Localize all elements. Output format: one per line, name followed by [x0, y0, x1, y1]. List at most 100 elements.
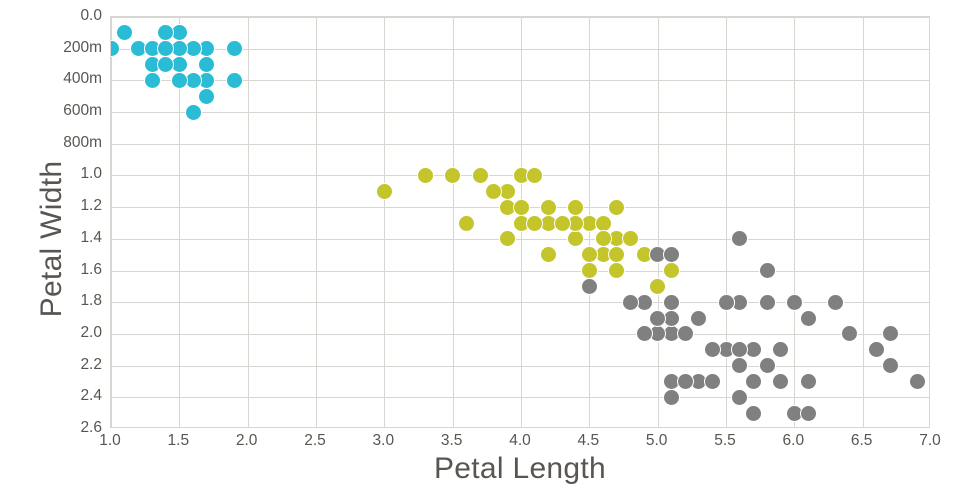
data-point: [744, 372, 762, 390]
data-point: [580, 246, 598, 264]
data-point: [157, 24, 175, 42]
data-point: [799, 404, 817, 422]
data-point: [840, 325, 858, 343]
data-point: [635, 325, 653, 343]
data-point: [198, 87, 216, 105]
y-axis-tick-label: 2.2: [80, 355, 102, 373]
gridline-vertical: [111, 17, 112, 427]
data-point: [662, 246, 680, 264]
gridline-horizontal: [111, 270, 929, 272]
x-axis-tick-label: 4.5: [577, 432, 600, 449]
data-point: [758, 357, 776, 375]
data-point: [758, 262, 776, 280]
data-point: [881, 325, 899, 343]
gridline-vertical: [862, 17, 864, 427]
data-point: [908, 372, 926, 390]
gridline-horizontal: [111, 238, 929, 240]
y-axis-tick-label: 800m: [63, 133, 102, 151]
data-point: [116, 24, 134, 42]
data-point: [826, 293, 844, 311]
y-axis-tick-label: 2.4: [80, 387, 102, 405]
gridline-vertical: [452, 17, 454, 427]
data-point: [621, 293, 639, 311]
data-point: [416, 166, 434, 184]
data-point: [512, 198, 530, 216]
y-axis-tick-label: 400m: [63, 70, 102, 88]
gridline-vertical: [247, 17, 249, 427]
data-point: [567, 198, 585, 216]
data-point: [649, 309, 667, 327]
gridline-horizontal: [111, 112, 929, 114]
y-axis-tick-label: 0.0: [80, 7, 102, 24]
gridline-vertical: [316, 17, 317, 427]
data-point: [198, 56, 216, 74]
gridline-horizontal: [111, 333, 929, 335]
y-axis-tick-label: 2.0: [80, 323, 102, 341]
data-point: [375, 182, 393, 200]
data-point: [143, 71, 161, 89]
y-axis-tick-label: 1.2: [80, 197, 102, 215]
gridline-vertical: [179, 17, 181, 427]
data-point: [731, 388, 749, 406]
gridline-horizontal: [111, 48, 929, 50]
data-point: [772, 372, 790, 390]
data-point: [157, 56, 175, 74]
data-point: [608, 198, 626, 216]
data-point: [498, 230, 516, 248]
y-axis-tick-label: 1.0: [80, 165, 102, 183]
gridline-horizontal: [111, 143, 929, 145]
x-axis-title: Petal Length: [433, 452, 607, 485]
y-axis-tick-label: 2.6: [80, 419, 102, 436]
x-axis-tick-label: 1.0: [99, 432, 121, 449]
data-point: [170, 71, 188, 89]
data-point: [608, 246, 626, 264]
data-point: [785, 293, 803, 311]
data-point: [157, 40, 175, 58]
data-point: [744, 404, 762, 422]
data-point: [621, 230, 639, 248]
y-axis-tick-label: 1.8: [80, 292, 102, 310]
data-point: [662, 262, 680, 280]
data-point: [662, 293, 680, 311]
data-point: [662, 388, 680, 406]
data-point: [225, 40, 243, 58]
x-axis-tick-label: 6.0: [782, 432, 805, 449]
data-point: [567, 230, 585, 248]
y-axis-tick-label: 200m: [63, 38, 102, 56]
data-point: [799, 309, 817, 327]
x-axis-tick-label: 3.5: [440, 432, 463, 449]
x-axis-tick-label: 1.5: [167, 432, 190, 449]
plot-area: [110, 16, 930, 428]
data-point: [471, 166, 489, 184]
gridline-vertical: [726, 17, 727, 427]
data-point: [758, 293, 776, 311]
y-axis-tick-label: 1.6: [80, 260, 102, 278]
data-point: [580, 277, 598, 295]
gridline-horizontal: [111, 17, 929, 18]
data-point: [111, 40, 120, 58]
x-axis-tick-label: 4.0: [509, 432, 531, 449]
data-point: [772, 341, 790, 359]
data-point: [539, 198, 557, 216]
data-point: [676, 372, 694, 390]
data-point: [690, 309, 708, 327]
data-point: [594, 214, 612, 232]
data-point: [539, 246, 557, 264]
data-point: [649, 277, 667, 295]
data-point: [703, 341, 721, 359]
data-point: [731, 357, 749, 375]
x-axis-tick-label: 2.0: [235, 432, 258, 449]
data-point: [444, 166, 462, 184]
gridline-vertical: [657, 17, 659, 427]
data-point: [526, 214, 544, 232]
data-point: [799, 372, 817, 390]
data-point: [457, 214, 475, 232]
x-axis-tick-label: 3.0: [372, 432, 395, 449]
data-point: [608, 262, 626, 280]
data-point: [526, 166, 544, 184]
data-point: [731, 341, 749, 359]
y-axis-title: Petal Width: [35, 160, 68, 318]
x-axis-tick-label: 6.5: [850, 432, 873, 449]
gridline-horizontal: [111, 80, 929, 82]
